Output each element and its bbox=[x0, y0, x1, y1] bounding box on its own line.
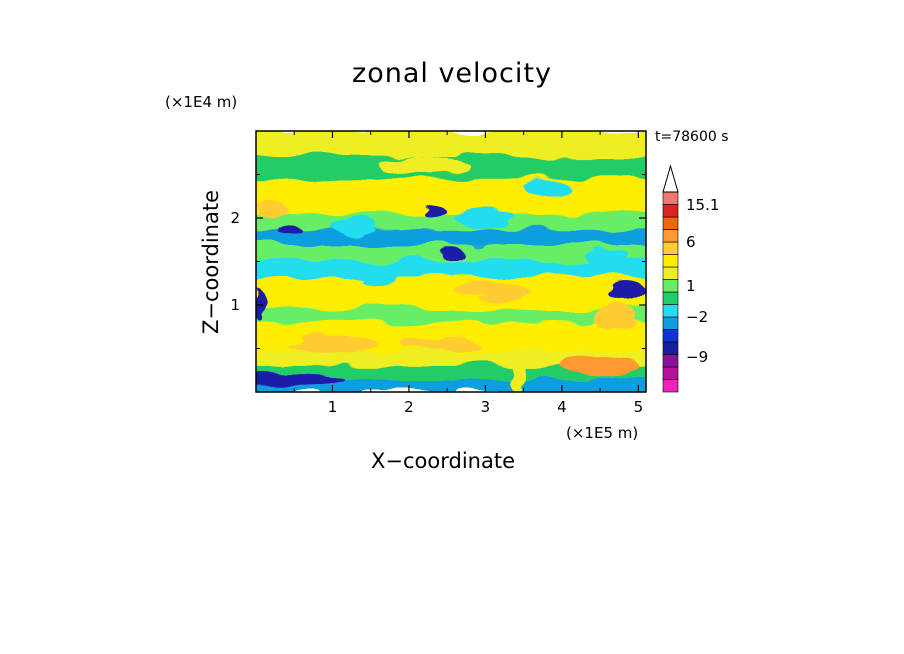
colorbar-label: −9 bbox=[686, 348, 709, 366]
contour-band bbox=[256, 277, 646, 294]
contour-cell bbox=[420, 202, 444, 217]
contour-cell bbox=[278, 225, 302, 237]
x-tick-label: 3 bbox=[480, 398, 491, 416]
contour-cell bbox=[256, 371, 344, 386]
x-tick-label: 5 bbox=[633, 398, 644, 416]
colorbar-segment bbox=[662, 254, 679, 268]
contour-cell bbox=[584, 248, 631, 266]
contour-band bbox=[256, 178, 646, 197]
x-tick-label: 4 bbox=[557, 398, 567, 416]
contour-band bbox=[256, 260, 646, 278]
colorbar-segment bbox=[662, 279, 679, 293]
colorbar-segment bbox=[662, 241, 679, 255]
contour-cell bbox=[508, 357, 524, 392]
colorbar-segment bbox=[662, 229, 679, 243]
plot-area bbox=[256, 131, 646, 392]
contour-cell bbox=[256, 200, 287, 218]
contour-band bbox=[256, 308, 646, 323]
colorbar-label: 15.1 bbox=[686, 195, 720, 214]
contour-cell bbox=[607, 281, 646, 303]
contour-band bbox=[256, 229, 646, 245]
x-axis-unit: (×1E5 m) bbox=[566, 424, 639, 442]
contour-band bbox=[256, 131, 646, 158]
colorbar-segment bbox=[662, 266, 679, 280]
colorbar-segment bbox=[662, 341, 679, 355]
contour-cell bbox=[378, 157, 471, 175]
colorbar-segment bbox=[662, 329, 679, 343]
contour-band bbox=[256, 365, 646, 379]
contour-cell bbox=[592, 305, 639, 332]
contour-band bbox=[256, 351, 646, 366]
colorbar-segment bbox=[662, 304, 679, 318]
colorbar-arrow bbox=[662, 164, 679, 193]
colorbar-segment bbox=[662, 316, 679, 330]
y-axis-unit: (×1E4 m) bbox=[165, 93, 238, 111]
colorbar-segment bbox=[662, 216, 679, 230]
colorbar-segment bbox=[662, 354, 679, 368]
contour-cell bbox=[561, 355, 639, 377]
contour-cell bbox=[286, 335, 379, 353]
contour-cell bbox=[454, 207, 516, 229]
contour-cell bbox=[439, 246, 463, 259]
colorbar-segment bbox=[662, 191, 679, 205]
x-tick-label: 1 bbox=[327, 398, 338, 416]
contour-cell bbox=[454, 283, 532, 301]
colorbar-segment bbox=[662, 379, 679, 393]
colorbar-label: −2 bbox=[686, 308, 709, 326]
contour-cell bbox=[332, 218, 379, 236]
contour-band bbox=[256, 196, 646, 214]
chart-title: zonal velocity bbox=[352, 58, 552, 89]
colorbar-segment bbox=[662, 291, 679, 305]
contour-band bbox=[256, 322, 646, 337]
colorbar-label: 1 bbox=[686, 276, 696, 295]
colorbar-label: 6 bbox=[686, 233, 696, 251]
contour-cell bbox=[523, 180, 570, 195]
contour-cell bbox=[359, 273, 398, 285]
time-label: t=78600 s bbox=[655, 129, 729, 145]
contour-band bbox=[256, 293, 646, 309]
colorbar-segment bbox=[662, 366, 679, 380]
y-tick-label: 2 bbox=[230, 209, 240, 227]
x-axis-label: X−coordinate bbox=[371, 449, 515, 473]
contour-band bbox=[256, 213, 646, 230]
contour-band bbox=[256, 378, 646, 392]
y-tick-label: 1 bbox=[230, 296, 240, 314]
colorbar bbox=[662, 164, 679, 393]
x-tick-label: 2 bbox=[404, 398, 414, 416]
contour-cell bbox=[401, 337, 478, 352]
colorbar-segment bbox=[662, 204, 679, 218]
